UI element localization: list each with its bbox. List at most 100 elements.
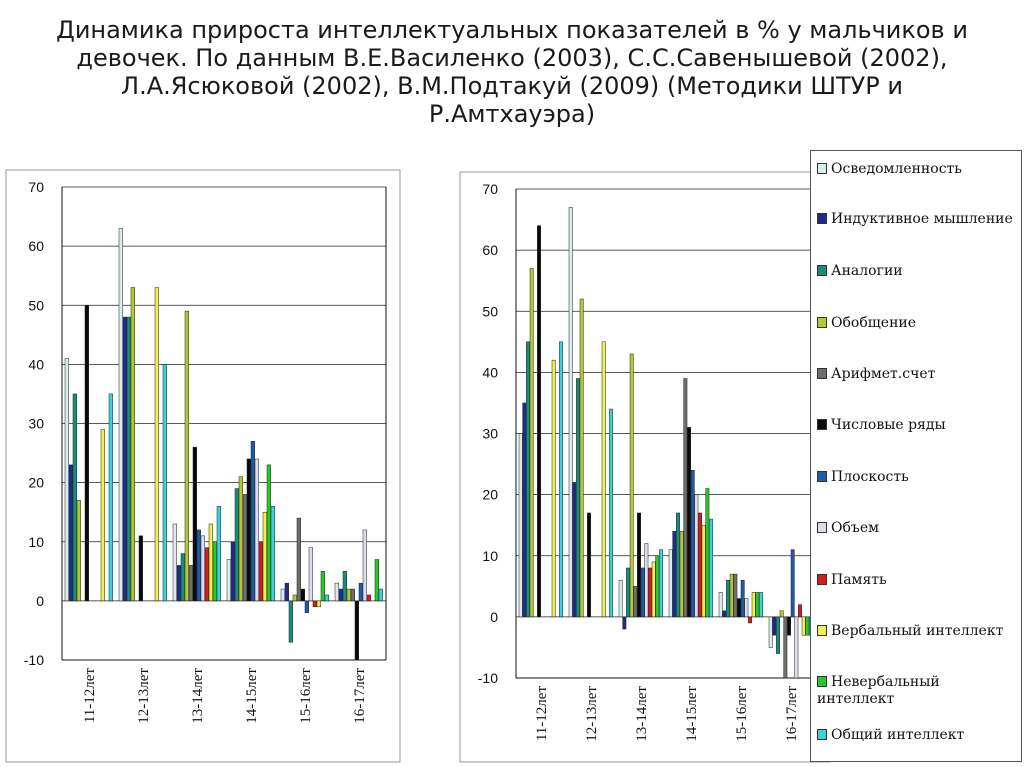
y-tick-label: 20	[28, 475, 44, 491]
bar	[805, 616, 810, 636]
bar	[342, 571, 347, 602]
bar	[776, 616, 780, 654]
bar	[250, 440, 255, 602]
bar	[676, 512, 680, 618]
bar	[266, 464, 271, 602]
legend-label: Невербальный интеллект	[817, 674, 940, 707]
bar	[188, 565, 193, 602]
bar	[672, 531, 677, 618]
bar	[798, 604, 802, 618]
bar	[84, 305, 89, 602]
x-tick-label: 14-15лет	[244, 668, 260, 724]
bar	[280, 588, 285, 602]
bar	[320, 571, 325, 602]
y-tick-label: 70	[482, 181, 498, 197]
legend-label: Плоскость	[831, 469, 909, 485]
bar	[324, 594, 329, 602]
x-tick-label: 15-16лет	[298, 668, 314, 724]
legend-label: Общий интеллект	[831, 727, 965, 743]
bar	[683, 378, 688, 618]
chart-frame	[5, 169, 401, 763]
legend-swatch	[817, 625, 827, 636]
y-tick-label: 60	[28, 238, 44, 254]
x-tick-label: 12-13лет	[584, 686, 600, 742]
bar	[587, 512, 591, 618]
bar	[551, 359, 556, 618]
bar	[726, 579, 730, 618]
legend-label: Вербальный интеллект	[831, 623, 1004, 639]
bar	[644, 543, 649, 618]
bar	[568, 207, 573, 618]
bar	[626, 567, 630, 618]
legend-item: Вербальный интеллект	[817, 623, 1017, 640]
bar	[751, 592, 756, 618]
bar	[196, 529, 201, 602]
bar	[794, 616, 799, 679]
bar	[679, 531, 684, 618]
bar	[618, 579, 623, 618]
bar	[138, 535, 143, 602]
bar	[154, 287, 159, 602]
x-tick-label: 11-12лет	[82, 668, 98, 724]
x-tick-label: 11-12лет	[534, 686, 550, 742]
bar	[772, 616, 777, 636]
bar	[192, 446, 197, 602]
y-tick-label: 50	[482, 303, 498, 319]
y-tick-label: -10	[24, 652, 44, 668]
y-tick-label: 70	[28, 179, 44, 195]
bar	[640, 567, 645, 618]
bar	[787, 616, 791, 636]
legend-swatch	[817, 213, 827, 224]
x-tick-label: 13-14лет	[190, 668, 206, 724]
bar	[176, 565, 181, 602]
bar	[518, 433, 523, 618]
bar	[334, 582, 339, 602]
bar	[659, 549, 663, 618]
bar	[362, 529, 367, 602]
bar	[559, 341, 563, 618]
bar	[655, 555, 660, 618]
bar	[768, 616, 773, 648]
y-tick-label: 20	[482, 487, 498, 503]
bar	[622, 616, 627, 630]
legend-swatch	[817, 368, 827, 379]
legend-item: Индуктивное мышление	[817, 211, 1017, 228]
bar	[304, 600, 309, 613]
bar	[130, 287, 135, 602]
page-title: Динамика прироста интеллектуальных показ…	[56, 16, 968, 128]
legend-label: Осведомленность	[831, 161, 962, 177]
bar	[312, 600, 317, 608]
bar	[629, 353, 634, 618]
y-tick-label: 10	[482, 548, 498, 564]
bar	[126, 316, 131, 602]
bar	[254, 458, 259, 602]
legend-item: Арифмет.счет	[817, 366, 1017, 383]
bar	[296, 517, 301, 602]
bar	[690, 469, 695, 618]
legend-swatch	[817, 163, 827, 174]
bar	[100, 429, 105, 602]
bar	[300, 588, 305, 602]
legend-label: Аналогии	[831, 263, 903, 279]
bar	[76, 500, 81, 602]
bar	[230, 541, 235, 602]
bar	[722, 610, 727, 618]
bar	[648, 567, 652, 618]
y-tick-label: 30	[482, 426, 498, 442]
bar	[576, 378, 580, 618]
bar	[122, 316, 127, 602]
bar	[759, 592, 763, 618]
y-tick-label: 60	[482, 242, 498, 258]
legend-item: Аналогии	[817, 263, 1017, 280]
bar	[537, 225, 541, 618]
legend-label: Объем	[831, 520, 879, 536]
legend-swatch	[817, 574, 827, 585]
bar	[709, 518, 713, 618]
legend-swatch	[817, 522, 827, 533]
bar	[755, 592, 760, 618]
bar	[354, 600, 359, 661]
legend-item: Память	[817, 572, 1017, 589]
legend-label: Числовые ряды	[831, 417, 946, 433]
legend-swatch	[817, 471, 827, 482]
bar	[748, 616, 752, 624]
